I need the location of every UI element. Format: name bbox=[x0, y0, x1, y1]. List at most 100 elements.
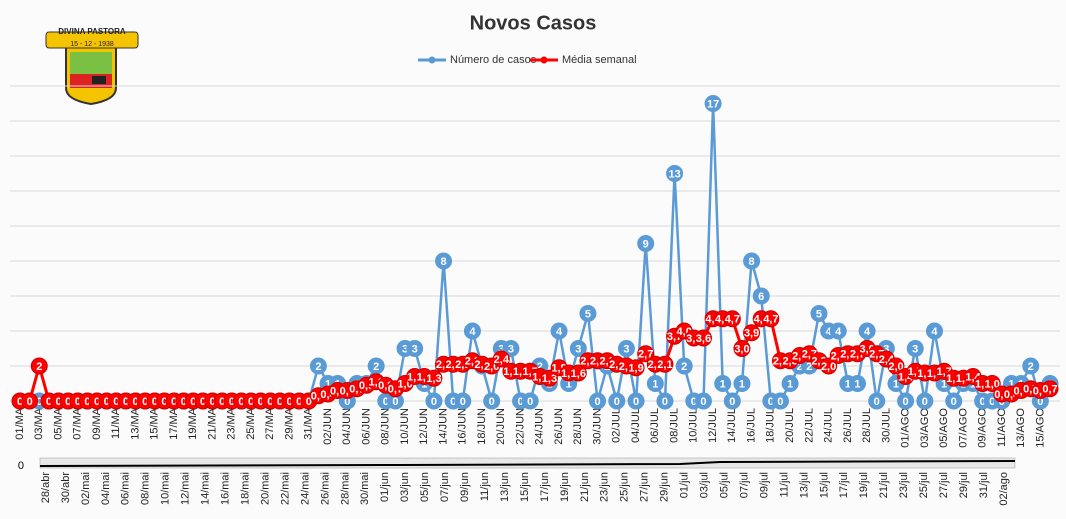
x-tick-label: 09/AGO bbox=[977, 408, 989, 448]
data-label: 0 bbox=[989, 396, 995, 408]
x-tick-label: 14/mai bbox=[200, 472, 212, 505]
x-tick-label: 07/jul bbox=[738, 472, 750, 498]
data-label: 2 bbox=[797, 361, 803, 373]
point bbox=[848, 375, 866, 392]
data-label: 0 bbox=[123, 396, 129, 408]
data-label: 1 bbox=[325, 378, 331, 390]
data-label: 0 bbox=[17, 396, 23, 408]
x-tick-label: 16/JUN bbox=[457, 408, 469, 445]
data-label: 0 bbox=[277, 396, 283, 408]
x-tick-label: 18/mai bbox=[239, 472, 251, 505]
legend-label: Média semanal bbox=[562, 54, 637, 66]
point bbox=[483, 392, 501, 410]
data-label: 0 bbox=[922, 396, 928, 408]
point bbox=[743, 252, 761, 270]
point bbox=[887, 357, 905, 375]
data-label: 0 bbox=[248, 396, 254, 408]
data-label: 0 bbox=[200, 396, 206, 408]
data-label: 0 bbox=[84, 396, 90, 408]
x-tick-label: 06/JUL bbox=[649, 408, 661, 443]
data-label: 1 bbox=[854, 378, 860, 390]
point bbox=[694, 329, 712, 347]
point bbox=[781, 375, 799, 392]
y-tick-label: 0 bbox=[18, 460, 24, 472]
x-tick-label: 28/JUL bbox=[861, 408, 873, 443]
point bbox=[945, 392, 963, 410]
data-label: 2,4 bbox=[494, 354, 510, 366]
x-tick-label: 03/jul bbox=[699, 472, 711, 498]
point bbox=[502, 340, 520, 357]
data-label: 1 bbox=[845, 378, 851, 390]
point bbox=[897, 392, 915, 410]
data-label: 0 bbox=[190, 396, 196, 408]
x-tick-label: 27/jun bbox=[639, 472, 651, 502]
data-label: 3,0 bbox=[734, 343, 749, 355]
x-tick-label: 29/MA bbox=[283, 407, 295, 439]
x-tick-label: 13/jun bbox=[499, 472, 511, 502]
data-label: 0 bbox=[296, 396, 302, 408]
x-tick-label: 25/jun bbox=[619, 472, 631, 502]
data-label: 4 bbox=[835, 326, 842, 338]
point bbox=[771, 392, 789, 410]
data-label: 1,3 bbox=[426, 373, 441, 385]
x-tick-label: 20/JUL bbox=[784, 408, 796, 443]
data-label: 0 bbox=[595, 396, 601, 408]
x-tick-label: 04/JUL bbox=[630, 408, 642, 443]
x-tick-label: 13/AGO bbox=[1015, 408, 1027, 448]
point bbox=[762, 310, 780, 328]
point bbox=[916, 392, 934, 410]
data-label: 2 bbox=[681, 361, 687, 373]
logo: DIVINA PASTORA 15 - 12 - 1938 bbox=[45, 27, 139, 106]
x-tick-label: 28/mai bbox=[339, 472, 351, 505]
data-label: 0 bbox=[392, 396, 398, 408]
data-label: 2 bbox=[315, 361, 321, 373]
data-label: 2 bbox=[806, 361, 812, 373]
x-tick-label: 22/JUN bbox=[514, 408, 526, 445]
point bbox=[733, 375, 751, 392]
x-tick-label: 09/MA bbox=[91, 407, 103, 439]
point bbox=[425, 392, 443, 410]
x-tick-label: 13/jul bbox=[798, 472, 810, 498]
data-label: 4 bbox=[469, 326, 476, 338]
data-label: 0 bbox=[306, 396, 312, 408]
data-label: 2,7 bbox=[638, 349, 653, 361]
data-label: 0 bbox=[951, 396, 957, 408]
point bbox=[569, 340, 587, 357]
data-label: 3 bbox=[412, 343, 418, 355]
point bbox=[646, 375, 664, 392]
x-tick-label: 01/MA bbox=[14, 407, 26, 439]
data-label: 0 bbox=[527, 396, 533, 408]
x-tick-label: 17/jul bbox=[838, 472, 850, 498]
x-tick-label: 11/jul bbox=[778, 472, 790, 497]
data-label: 0 bbox=[219, 396, 225, 408]
data-label: 2 bbox=[1028, 361, 1034, 373]
data-label: 5 bbox=[816, 308, 822, 320]
x-tick-label: 01/jul bbox=[679, 472, 691, 498]
point bbox=[637, 235, 655, 252]
x-tick-label: 07/AGO bbox=[957, 408, 969, 448]
x-tick-label: 27/MA bbox=[264, 407, 276, 439]
data-label: 0 bbox=[383, 396, 389, 408]
x-tick-label: 24/mai bbox=[299, 472, 311, 505]
data-label: 6 bbox=[758, 291, 764, 303]
data-label: 9 bbox=[643, 238, 649, 250]
x-tick-label: 29/jun bbox=[659, 472, 671, 502]
x-tick-label: 05/jul bbox=[718, 472, 730, 498]
data-label: 0 bbox=[229, 396, 235, 408]
data-label: 4 bbox=[556, 326, 563, 338]
x-tick-label: 10/mai bbox=[160, 472, 172, 505]
point bbox=[492, 350, 510, 368]
x-tick-label: 01/AGO bbox=[900, 408, 912, 448]
legend-label: Número de casos bbox=[450, 54, 537, 66]
x-tick-label: 04/mai bbox=[100, 472, 112, 505]
point bbox=[858, 322, 876, 340]
data-label: 2,0 bbox=[821, 361, 836, 373]
data-label: 0 bbox=[55, 396, 61, 408]
x-tick-label: 22/mai bbox=[279, 472, 291, 505]
point bbox=[704, 95, 722, 112]
data-label: 1,9 bbox=[628, 363, 643, 375]
data-label: 0 bbox=[450, 396, 456, 408]
x-tick-label: 08/JUL bbox=[668, 408, 680, 443]
point bbox=[733, 340, 751, 357]
